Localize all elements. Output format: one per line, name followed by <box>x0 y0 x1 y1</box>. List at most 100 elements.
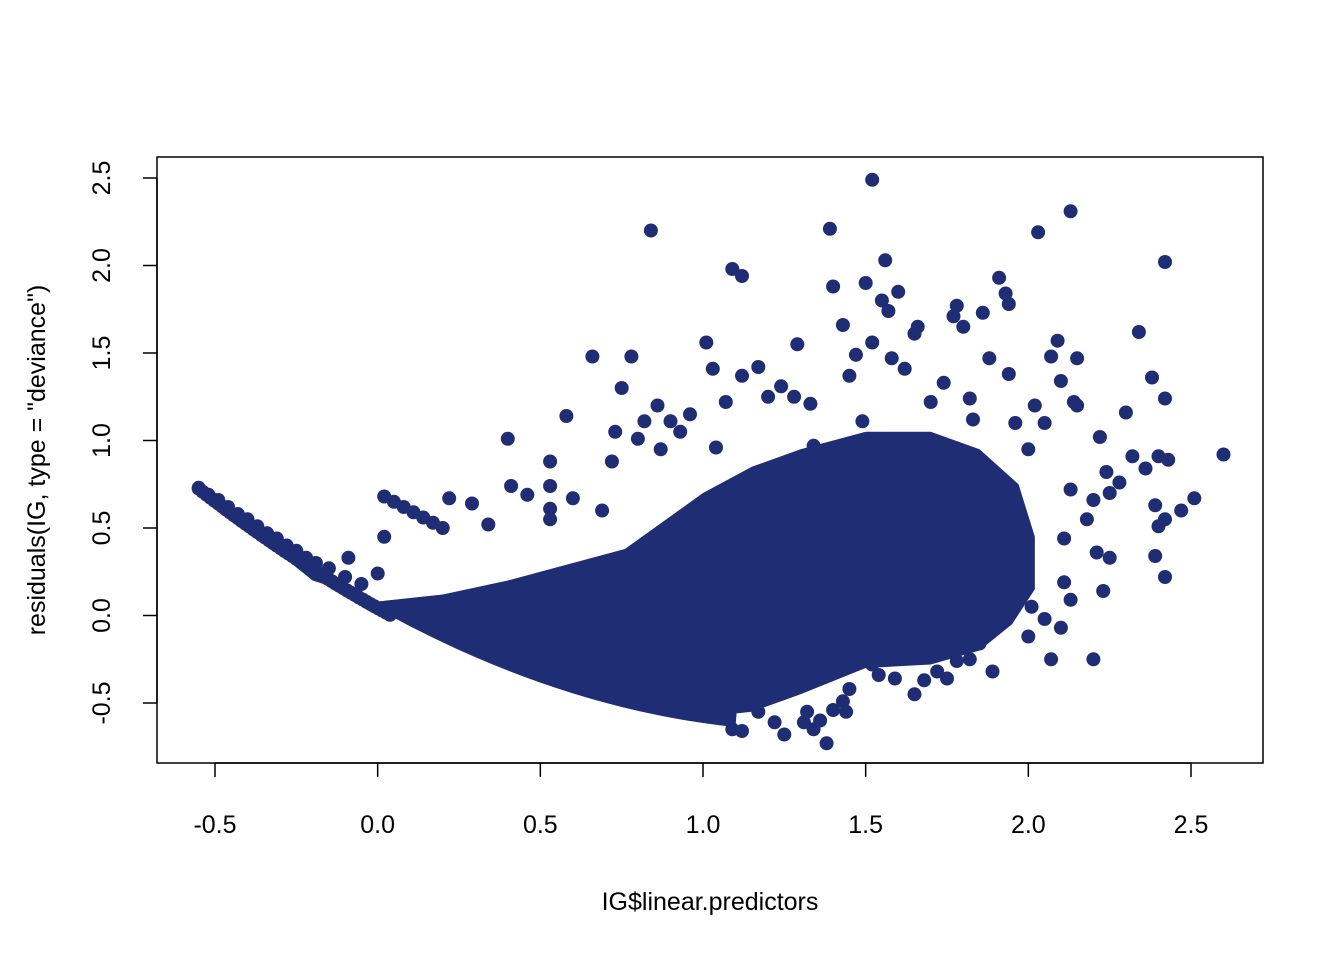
scatter-point <box>435 521 450 535</box>
scatter-point <box>865 335 880 350</box>
scatter-points <box>191 172 1231 751</box>
scatter-point <box>637 414 652 429</box>
scatter-point <box>806 438 821 453</box>
scatter-point <box>370 566 385 581</box>
dense-region-center <box>572 431 1035 717</box>
scatter-point <box>1070 398 1085 413</box>
scatter-point <box>543 512 558 527</box>
scatter-point <box>891 284 906 299</box>
scatter-point <box>777 727 792 742</box>
scatter-point <box>884 351 899 366</box>
y-tick-label: 2.0 <box>88 248 116 283</box>
scatter-point <box>604 454 619 469</box>
scatter-point <box>835 694 850 709</box>
scatter-point <box>735 269 749 283</box>
scatter-point <box>1187 491 1202 506</box>
y-tick-label: 0.0 <box>88 598 116 633</box>
scatter-point <box>972 636 987 651</box>
scatter-point <box>819 736 834 751</box>
scatter-point <box>946 309 961 324</box>
scatter-point <box>1027 398 1042 413</box>
scatter-point <box>751 360 766 374</box>
y-tick-label: 0.5 <box>88 511 116 546</box>
scatter-point <box>1112 475 1127 490</box>
scatter-point <box>354 577 369 591</box>
scatter-point <box>858 276 873 290</box>
scatter-point <box>1148 498 1163 513</box>
scatter-point <box>865 657 880 672</box>
scatter-point <box>377 529 392 544</box>
scatter-point <box>585 349 600 364</box>
scatter-point <box>881 304 896 318</box>
scatter-point <box>995 587 1010 602</box>
y-axis: -0.5 0.0 0.5 1.0 1.5 2.0 2.5 <box>88 161 158 725</box>
scatter-point <box>871 668 886 682</box>
scatter-point <box>751 704 766 719</box>
scatter-point <box>1044 349 1059 364</box>
scatter-point <box>966 412 980 427</box>
scatter-point <box>1161 452 1176 467</box>
scatter-point <box>341 550 356 565</box>
scatter-point <box>725 722 740 737</box>
scatter-point <box>774 379 789 394</box>
scatter-point <box>543 501 558 516</box>
x-tick-label: 1.0 <box>686 811 721 839</box>
scatter-point <box>787 389 802 404</box>
scatter-point <box>874 293 889 308</box>
scatter-point <box>790 337 805 352</box>
scatter-point <box>855 414 870 429</box>
scatter-point <box>630 431 645 446</box>
scatter-point <box>1050 333 1065 348</box>
scatter-point <box>998 286 1013 301</box>
scatter-point <box>813 713 828 728</box>
scatter-point <box>826 703 841 717</box>
scatter-point <box>614 381 629 395</box>
scatter-point <box>1021 629 1036 644</box>
scatter-point <box>1001 297 1016 311</box>
scatter-point <box>624 349 639 364</box>
scatter-point <box>1145 370 1159 385</box>
scatter-point <box>608 424 623 439</box>
scatter-point <box>718 395 733 409</box>
scatter-point <box>949 654 964 668</box>
scatter-point <box>673 424 688 439</box>
scatter-point <box>985 664 1000 679</box>
y-tick-label: 1.5 <box>88 336 116 371</box>
scatter-point <box>842 368 857 383</box>
scatter-point <box>949 298 964 313</box>
x-tick-label: 2.0 <box>1011 811 1046 839</box>
scatter-point <box>500 431 515 446</box>
scatter-point <box>650 398 665 413</box>
scatter-point <box>767 715 782 730</box>
scatter-point <box>842 682 857 696</box>
scatter-point <box>1037 612 1052 626</box>
scatter-point <box>1031 225 1046 240</box>
scatter-point <box>1138 461 1153 476</box>
scatter-point <box>910 319 925 334</box>
scatter-point <box>1096 584 1111 598</box>
scatter-point <box>683 407 697 422</box>
y-tick-label: 2.5 <box>88 161 116 196</box>
scatter-point <box>975 305 990 320</box>
scatter-point <box>709 440 723 455</box>
scatter-point <box>1125 449 1140 464</box>
scatter-point <box>1158 255 1172 269</box>
scatter-point <box>1086 493 1101 507</box>
scatter-point <box>735 368 749 383</box>
scatter-point <box>940 671 954 686</box>
scatter-point <box>643 223 658 238</box>
scatter-point <box>1008 416 1023 430</box>
scatter-point <box>930 664 945 679</box>
scatter-point <box>1053 374 1068 388</box>
x-axis: -0.5 0.0 0.5 1.0 1.5 2.0 2.5 <box>193 762 1208 839</box>
scatter-point <box>1063 482 1078 497</box>
scatter-point <box>699 335 714 350</box>
scatter-point <box>1089 545 1104 560</box>
scatter-point <box>907 687 922 702</box>
scatter-point <box>839 704 854 719</box>
y-tick-label: -0.5 <box>88 681 116 724</box>
scatter-point <box>543 479 558 493</box>
scatter-point <box>725 262 740 276</box>
scatter-point <box>796 715 811 730</box>
